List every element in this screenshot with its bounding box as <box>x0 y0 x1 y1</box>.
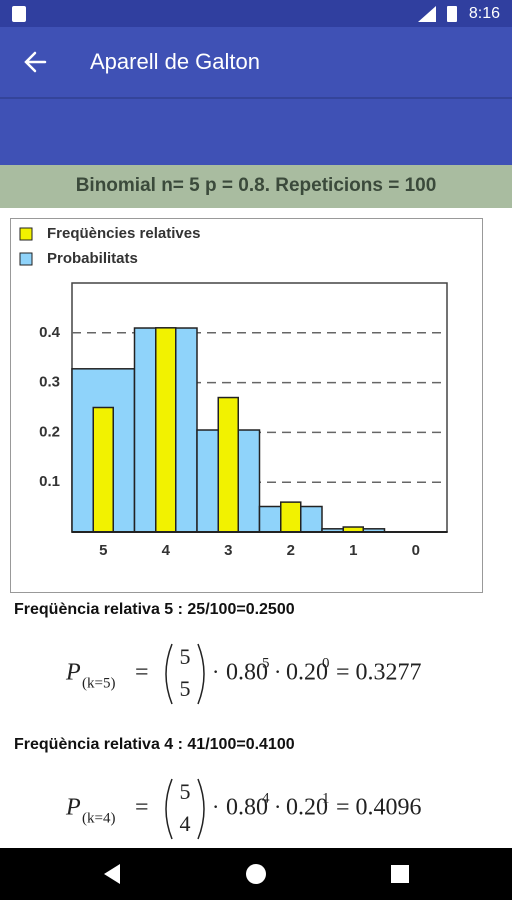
back-button[interactable] <box>24 51 47 73</box>
x-tick-label: 0 <box>412 542 420 559</box>
binomial-k: 5 <box>180 676 191 701</box>
binomial-n: 5 <box>180 644 191 669</box>
legend-label: Probabilitats <box>47 250 138 267</box>
formula-subscript: (k=5) <box>82 675 115 691</box>
formula-p: P <box>65 795 81 821</box>
formula-base: 0.80 <box>226 660 268 686</box>
binomial-k: 4 <box>180 811 191 836</box>
back-arrow[interactable] <box>24 51 47 73</box>
result-text: Freqüència relativa 5 : 25/100=0.2500 <box>14 601 295 618</box>
x-tick-label: 2 <box>287 542 295 559</box>
y-tick-label: 0.4 <box>39 324 61 341</box>
bar <box>155 327 177 533</box>
legend-label: Freqüències relatives <box>47 225 200 242</box>
formula-subscript: (k=4) <box>82 810 115 826</box>
x-tick-label: 1 <box>349 542 357 559</box>
formula-equals: = <box>135 795 149 821</box>
formula-exponent: 1 <box>322 790 330 806</box>
binomial-n: 5 <box>180 779 191 804</box>
formula-p: P <box>65 660 81 686</box>
x-tick-label: 5 <box>99 542 107 559</box>
nav-recents[interactable] <box>391 865 409 883</box>
status-time: 8:16 <box>469 5 500 22</box>
formula-base: 0.20 <box>286 660 328 686</box>
nav-back[interactable] <box>104 864 120 884</box>
subtitle-bar <box>0 165 512 208</box>
paren-right <box>197 643 205 705</box>
nav-home[interactable] <box>246 864 266 884</box>
formula-exponent: 5 <box>262 655 270 671</box>
app-bar-divider <box>0 97 512 99</box>
y-tick-label: 0.2 <box>39 423 60 440</box>
formula-result: = 0.3277 <box>336 660 422 686</box>
legend-swatch <box>19 227 33 241</box>
formula-dot: · <box>274 794 281 819</box>
battery-icon <box>447 6 457 22</box>
formula-equals: = <box>135 660 149 686</box>
legend-swatch <box>19 252 33 266</box>
formula-exponent: 4 <box>262 790 270 806</box>
bar <box>92 406 114 533</box>
paren-right <box>197 778 205 840</box>
result-text: Freqüència relativa 4 : 41/100=0.4100 <box>14 736 295 753</box>
status-bar <box>0 0 512 27</box>
formula-dot: · <box>212 659 219 684</box>
notification-icon <box>12 6 26 22</box>
app-bar <box>0 27 512 165</box>
paren-left <box>165 778 173 840</box>
formula-base: 0.80 <box>226 795 268 821</box>
subtitle: Binomial n= 5 p = 0.8. Repeticions = 100 <box>76 175 437 196</box>
app-title: Aparell de Galton <box>90 49 260 74</box>
formula-base: 0.20 <box>286 795 328 821</box>
y-tick-label: 0.1 <box>39 473 60 490</box>
formula-exponent: 0 <box>322 655 330 671</box>
chart: 0.1 0.2 0.3 0.4 5 4 3 2 1 0 Freqüències relatives P… <box>19 225 448 559</box>
bar <box>280 501 302 533</box>
paren-left <box>165 643 173 705</box>
y-tick-label: 0.3 <box>39 374 60 391</box>
formula-result: = 0.4096 <box>336 795 422 821</box>
formula-dot: · <box>274 659 281 684</box>
x-tick-label: 3 <box>224 542 232 559</box>
x-tick-label: 4 <box>162 542 171 559</box>
bar <box>217 396 239 533</box>
signal-icon <box>418 6 436 22</box>
formula-dot: · <box>212 794 219 819</box>
